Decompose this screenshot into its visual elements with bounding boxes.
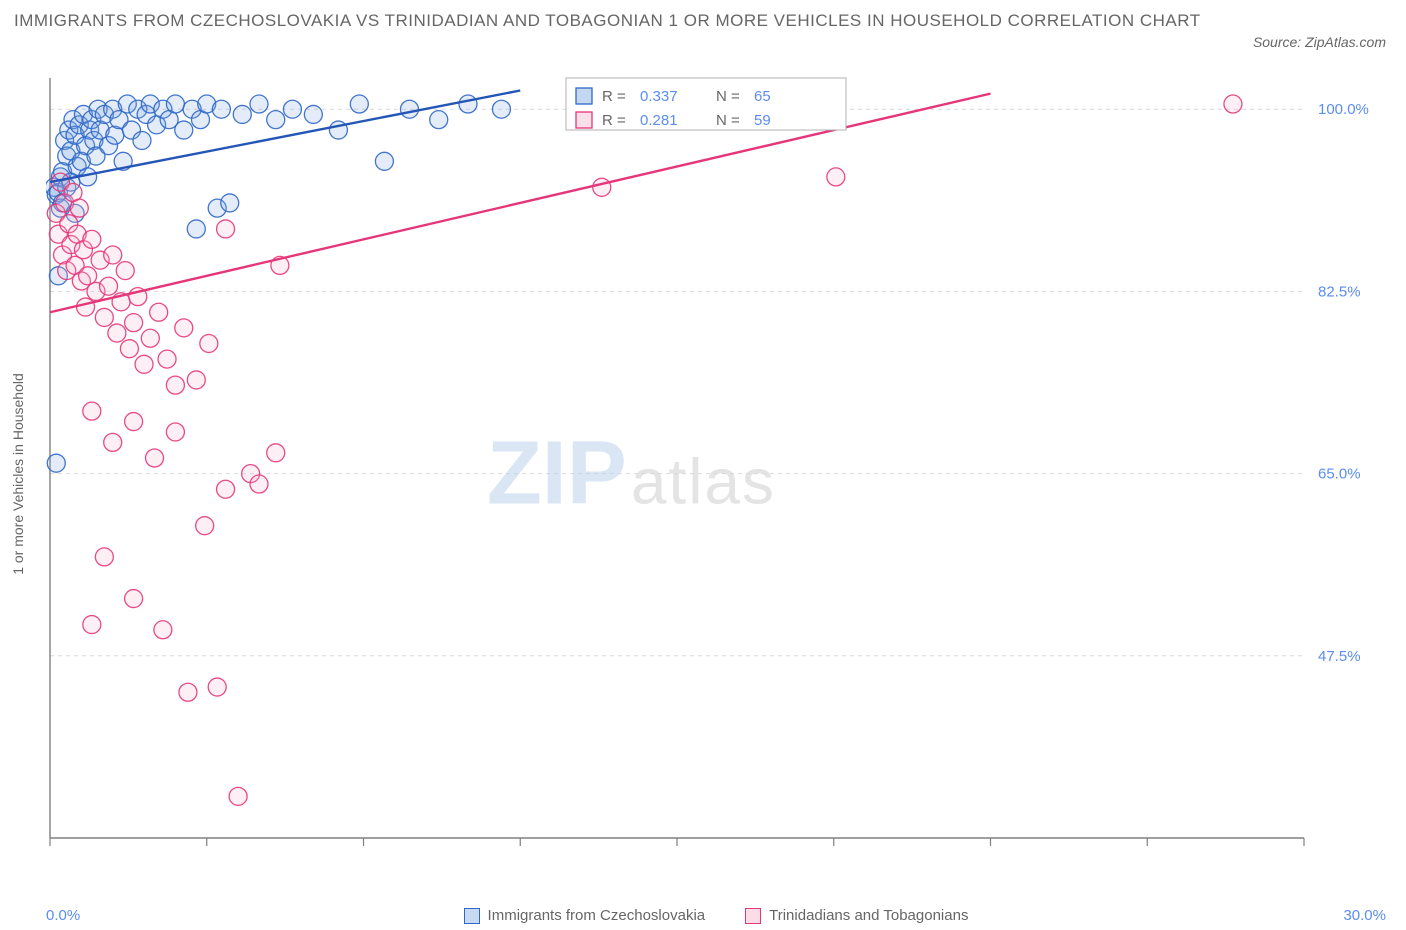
scatter-plot: 47.5% 65.0% 82.5% 100.0% ZIPatlas R = 0.337 N =… <box>46 74 1386 874</box>
svg-text:N =: N = <box>716 112 740 129</box>
svg-text:65.0%: 65.0% <box>1318 466 1361 483</box>
chart-title: IMMIGRANTS FROM CZECHOSLOVAKIA VS TRINID… <box>14 8 1226 34</box>
legend-swatch-trinidad <box>745 908 761 924</box>
y-axis-label-wrap: 1 or more Vehicles in Household <box>8 74 28 874</box>
svg-text:59: 59 <box>754 112 771 129</box>
svg-text:65: 65 <box>754 88 771 105</box>
legend-label-czech: Immigrants from Czechoslovakia <box>488 907 706 924</box>
legend-label-trinidad: Trinidadians and Tobagonians <box>769 907 968 924</box>
bottom-legend: Immigrants from Czechoslovakia Trinidadi… <box>46 907 1386 924</box>
svg-text:atlas: atlas <box>631 446 776 518</box>
svg-text:N =: N = <box>716 88 740 105</box>
svg-text:R =: R = <box>602 112 626 129</box>
legend-item-trinidad: Trinidadians and Tobagonians <box>745 907 968 924</box>
y-axis-label: 1 or more Vehicles in Household <box>10 373 26 575</box>
svg-text:100.0%: 100.0% <box>1318 101 1369 118</box>
legend-swatch-czech <box>464 908 480 924</box>
chart-container: IMMIGRANTS FROM CZECHOSLOVAKIA VS TRINID… <box>0 0 1406 930</box>
svg-text:R =: R = <box>602 88 626 105</box>
svg-text:ZIP: ZIP <box>487 424 627 524</box>
svg-text:47.5%: 47.5% <box>1318 648 1361 665</box>
source-attribution: Source: ZipAtlas.com <box>1253 34 1386 50</box>
svg-text:82.5%: 82.5% <box>1318 283 1361 300</box>
svg-text:0.337: 0.337 <box>640 88 678 105</box>
svg-text:0.281: 0.281 <box>640 112 678 129</box>
legend-item-czech: Immigrants from Czechoslovakia <box>464 907 706 924</box>
